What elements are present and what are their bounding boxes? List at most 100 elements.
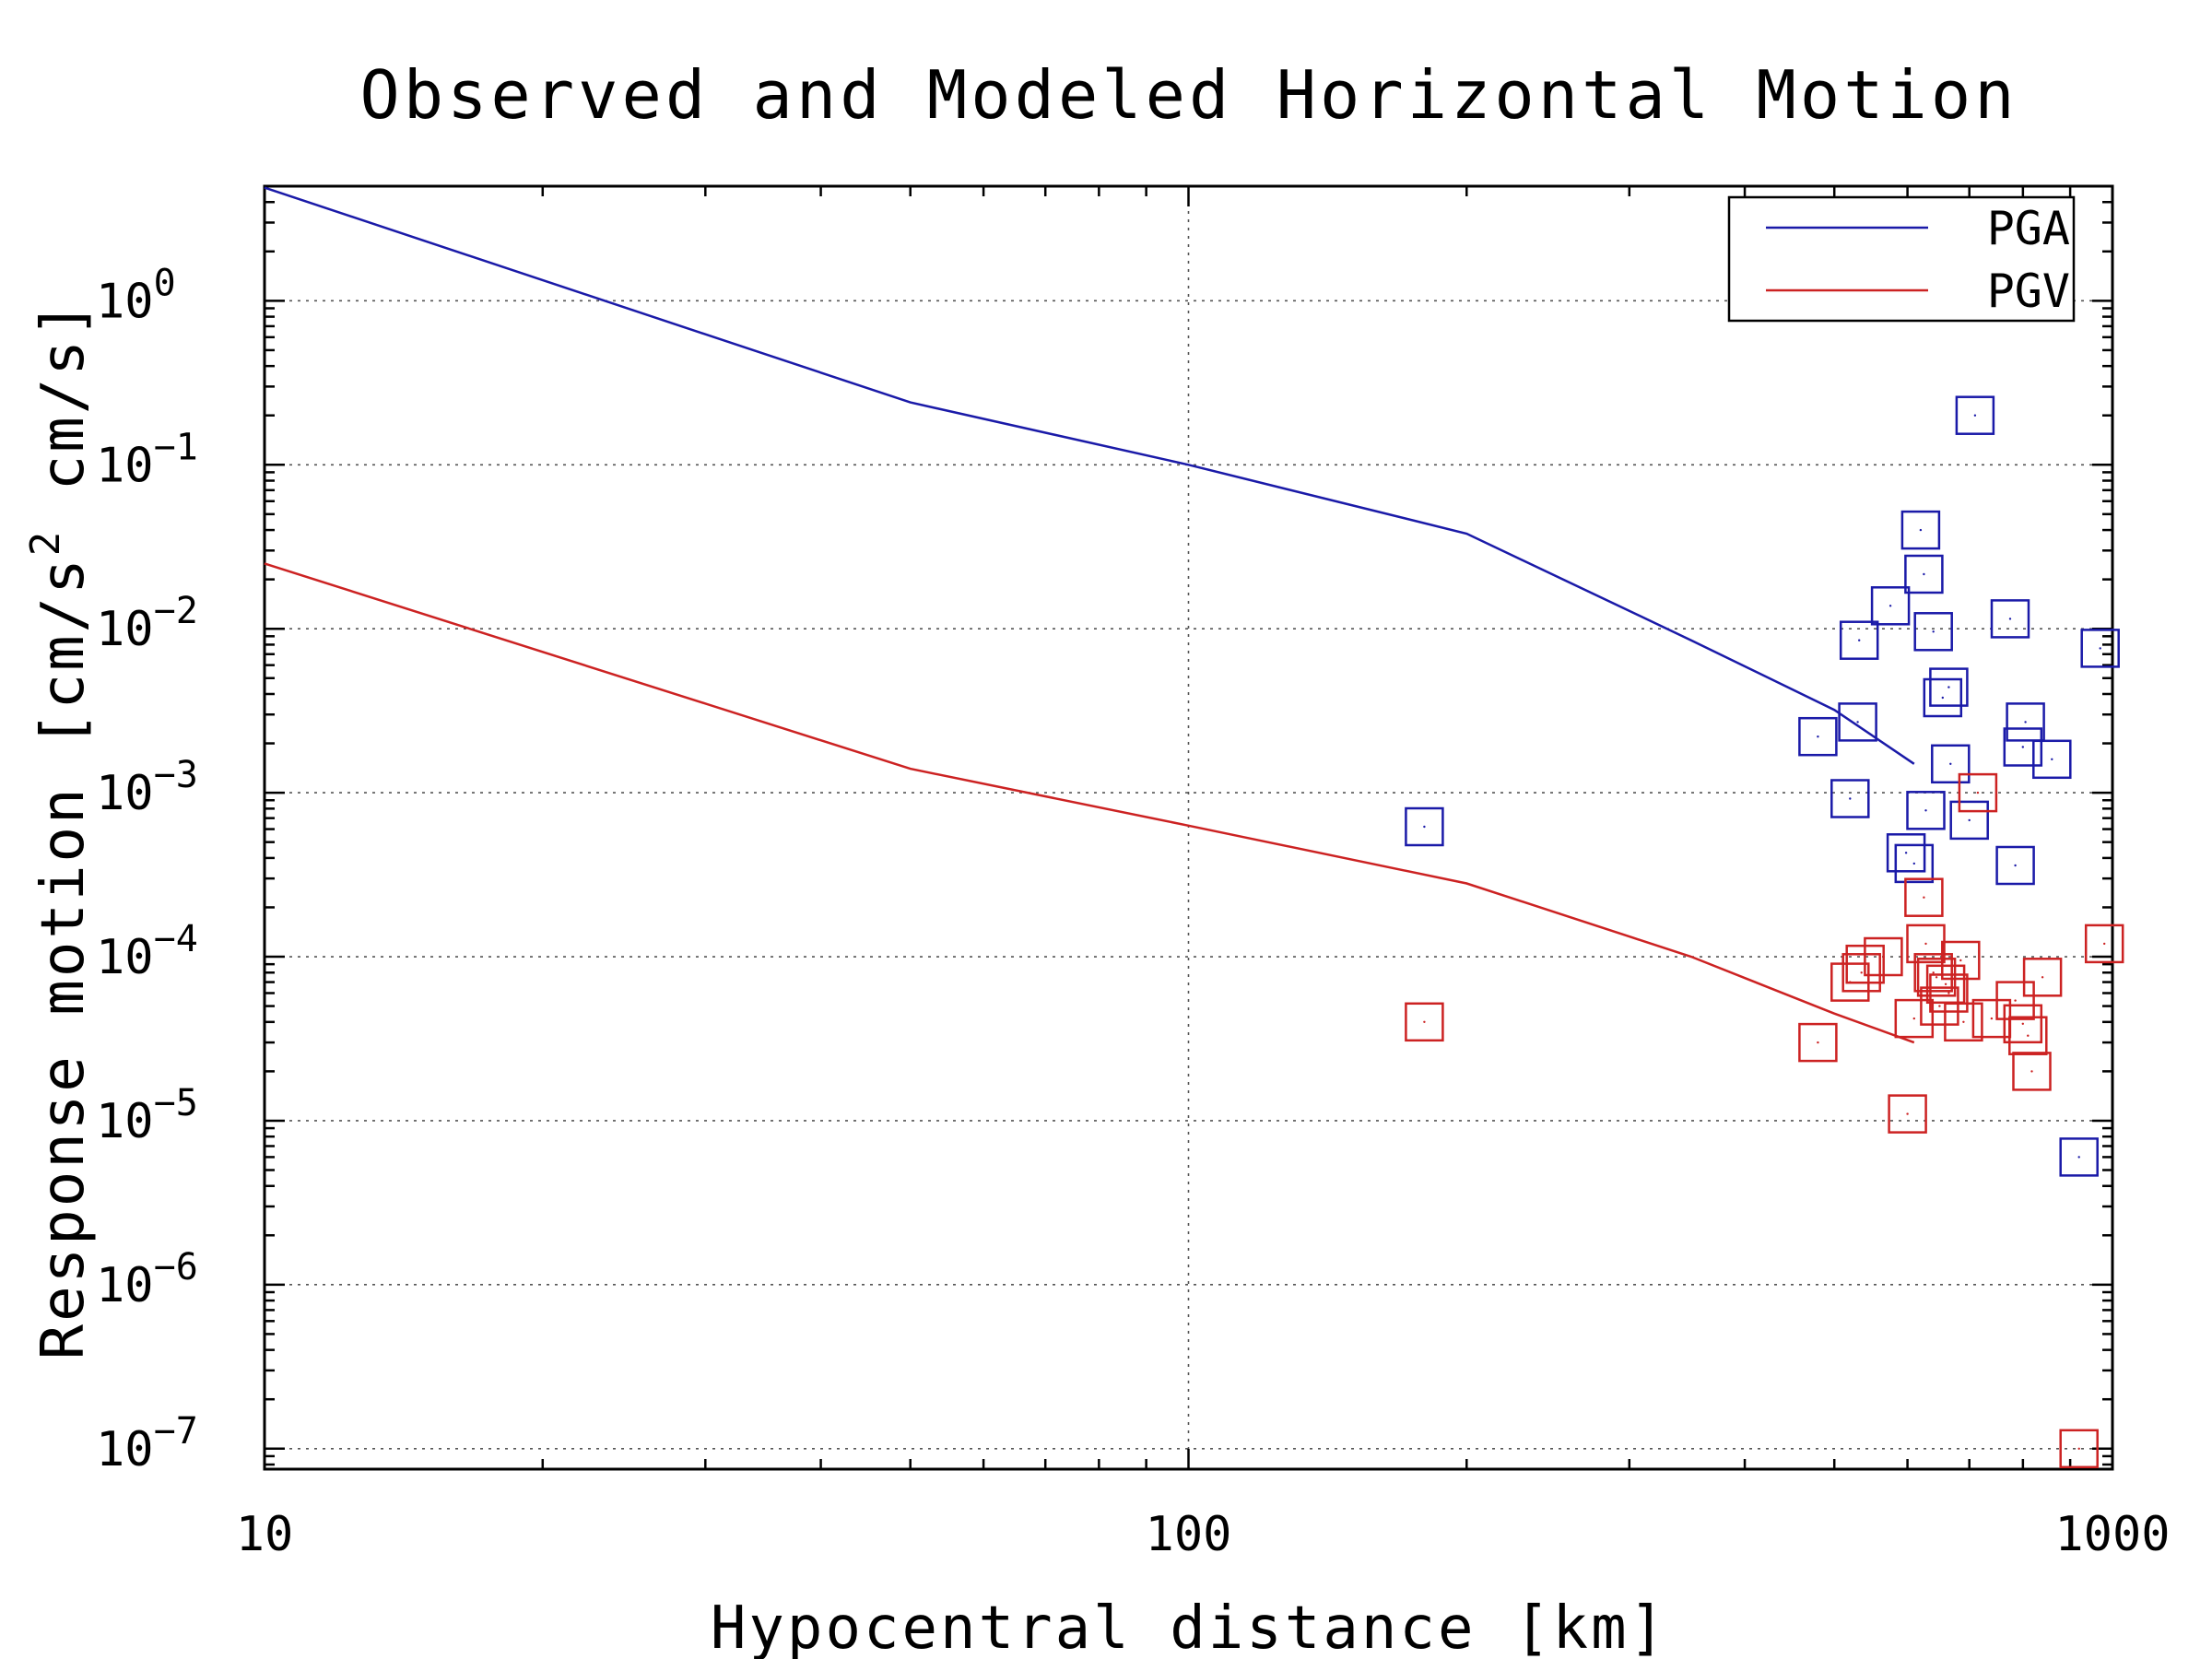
data-point-center-pgv bbox=[1938, 1005, 1941, 1007]
data-point-pgv bbox=[2022, 958, 2063, 997]
y-tick-exponent: −7 bbox=[154, 1410, 198, 1453]
data-point-pga bbox=[1798, 716, 1838, 757]
y-tick-label-0: 100 bbox=[96, 262, 176, 329]
data-point-center-pgv bbox=[2077, 1447, 2080, 1451]
y-tick-base: 10 bbox=[96, 602, 154, 657]
observed-points bbox=[1405, 395, 2124, 1469]
y-axis-label-unit: cm/s] bbox=[29, 300, 98, 529]
data-point-pga bbox=[1929, 667, 1969, 707]
data-point-center-pgv bbox=[1944, 982, 1947, 986]
data-point-center-pga bbox=[1904, 852, 1908, 854]
data-point-pgv bbox=[1864, 936, 1903, 977]
y-tick-label-3: 10−3 bbox=[96, 754, 198, 821]
data-point-center-pga bbox=[1888, 605, 1892, 607]
data-point-center-pgv bbox=[1924, 942, 1927, 946]
data-point-center-pgv bbox=[2021, 1022, 2024, 1026]
data-point-pga bbox=[1900, 510, 1941, 550]
data-point-center-pga bbox=[2077, 1156, 2080, 1159]
y-axis-label-superscript: 2 bbox=[22, 529, 69, 557]
data-point-center-pga bbox=[1949, 762, 1952, 765]
data-point-pga bbox=[1913, 612, 1953, 652]
data-point-pga bbox=[1995, 845, 2035, 886]
data-point-pga bbox=[1870, 586, 1911, 626]
x-axis-label: Hypocentral distance [km] bbox=[711, 1594, 1667, 1659]
data-point-center-pga bbox=[1856, 721, 1859, 724]
data-point-center-pgv bbox=[1423, 1020, 1426, 1024]
data-point-pga bbox=[1830, 779, 1870, 818]
data-point-center-pgv bbox=[1906, 1112, 1909, 1115]
data-point-pga bbox=[1838, 702, 1877, 742]
data-point-pgv bbox=[1916, 958, 1957, 997]
y-tick-exponent: −5 bbox=[154, 1082, 198, 1124]
legend: PGA PGV bbox=[1727, 195, 2076, 323]
y-tick-label-6: 10−6 bbox=[96, 1246, 198, 1313]
x-tick-label-2: 1000 bbox=[2054, 1507, 2170, 1562]
data-point-pgv bbox=[1906, 924, 1946, 964]
data-point-pga bbox=[2003, 727, 2043, 767]
data-point-center-pga bbox=[1858, 639, 1861, 641]
data-point-center-pgv bbox=[1976, 791, 1980, 794]
data-point-pgv bbox=[2059, 1429, 2099, 1469]
data-point-center-pga bbox=[1932, 630, 1935, 633]
data-point-center-pgv bbox=[2027, 1034, 2030, 1037]
y-tick-base: 10 bbox=[96, 766, 154, 821]
data-point-center-pga bbox=[2021, 746, 2024, 748]
y-tick-base: 10 bbox=[96, 438, 154, 493]
y-tick-base: 10 bbox=[96, 274, 154, 329]
data-point-center-pgv bbox=[1947, 992, 1950, 994]
y-tick-label-5: 10−5 bbox=[96, 1082, 198, 1149]
data-point-center-pga bbox=[1973, 414, 1977, 417]
data-point-center-pgv bbox=[1882, 955, 1885, 959]
data-point-center-pgv bbox=[2103, 942, 2106, 946]
x-tick-label-0: 10 bbox=[236, 1507, 294, 1562]
y-tick-base: 10 bbox=[96, 1094, 154, 1149]
y-tick-label-4: 10−4 bbox=[96, 918, 198, 985]
y-tick-exponent: −3 bbox=[154, 754, 198, 796]
data-point-center-pgv bbox=[1959, 959, 1962, 962]
data-point-center-pga bbox=[2014, 864, 2017, 867]
y-tick-label-1: 10−1 bbox=[96, 426, 198, 493]
data-point-center-pga bbox=[2008, 618, 2012, 620]
data-point-pga bbox=[1839, 620, 1879, 660]
data-point-pga bbox=[1990, 599, 2030, 639]
data-point-pgv bbox=[2008, 1016, 2048, 1055]
data-point-center-pgv bbox=[2030, 1070, 2033, 1073]
data-point-pgv bbox=[1941, 940, 1981, 981]
chart-title: Observed and Modeled Horizontal Motion bbox=[359, 56, 2018, 134]
grid-lines bbox=[265, 186, 2112, 1469]
data-point-center-pga bbox=[1912, 862, 1915, 865]
data-point-center-pga bbox=[1968, 818, 1971, 822]
y-axis-label: Response motion [cm/s2 cm/s] bbox=[22, 300, 98, 1360]
data-point-pgv bbox=[1995, 981, 2035, 1020]
legend-box bbox=[1727, 195, 2076, 323]
data-point-pgv bbox=[1913, 953, 1953, 993]
data-point-pga bbox=[1904, 554, 1944, 594]
data-point-pga bbox=[1894, 843, 1935, 884]
data-point-center-pga bbox=[1849, 797, 1852, 800]
data-point-pgv bbox=[1894, 998, 1935, 1039]
legend-label-pga: PGA bbox=[1987, 202, 2070, 255]
data-point-pgv bbox=[1405, 1002, 1444, 1042]
data-point-pgv bbox=[1958, 772, 1998, 813]
data-point-center-pga bbox=[1924, 809, 1927, 812]
data-point-pga bbox=[1886, 833, 1926, 873]
x-tick-label-1: 100 bbox=[1146, 1507, 1232, 1562]
data-point-pgv bbox=[1944, 1002, 1983, 1042]
y-tick-exponent: 0 bbox=[154, 262, 176, 304]
legend-label-pgv: PGV bbox=[1987, 265, 2070, 318]
data-point-pga bbox=[1405, 806, 1444, 847]
y-tick-exponent: −1 bbox=[154, 426, 198, 468]
y-tick-base: 10 bbox=[96, 1258, 154, 1313]
data-point-center-pgv bbox=[1932, 971, 1935, 974]
model-lines bbox=[264, 186, 1915, 1044]
data-point-center-pga bbox=[1947, 686, 1950, 688]
model-line-pgv bbox=[264, 562, 1915, 1044]
y-tick-base: 10 bbox=[96, 1422, 154, 1477]
data-point-pga bbox=[2006, 702, 2045, 742]
model-line-pga bbox=[264, 186, 1915, 765]
data-point-center-pgv bbox=[1817, 1041, 1819, 1044]
data-point-center-pga bbox=[2099, 647, 2101, 650]
data-point-center-pga bbox=[1941, 696, 1944, 700]
data-point-pgv bbox=[2084, 924, 2124, 964]
